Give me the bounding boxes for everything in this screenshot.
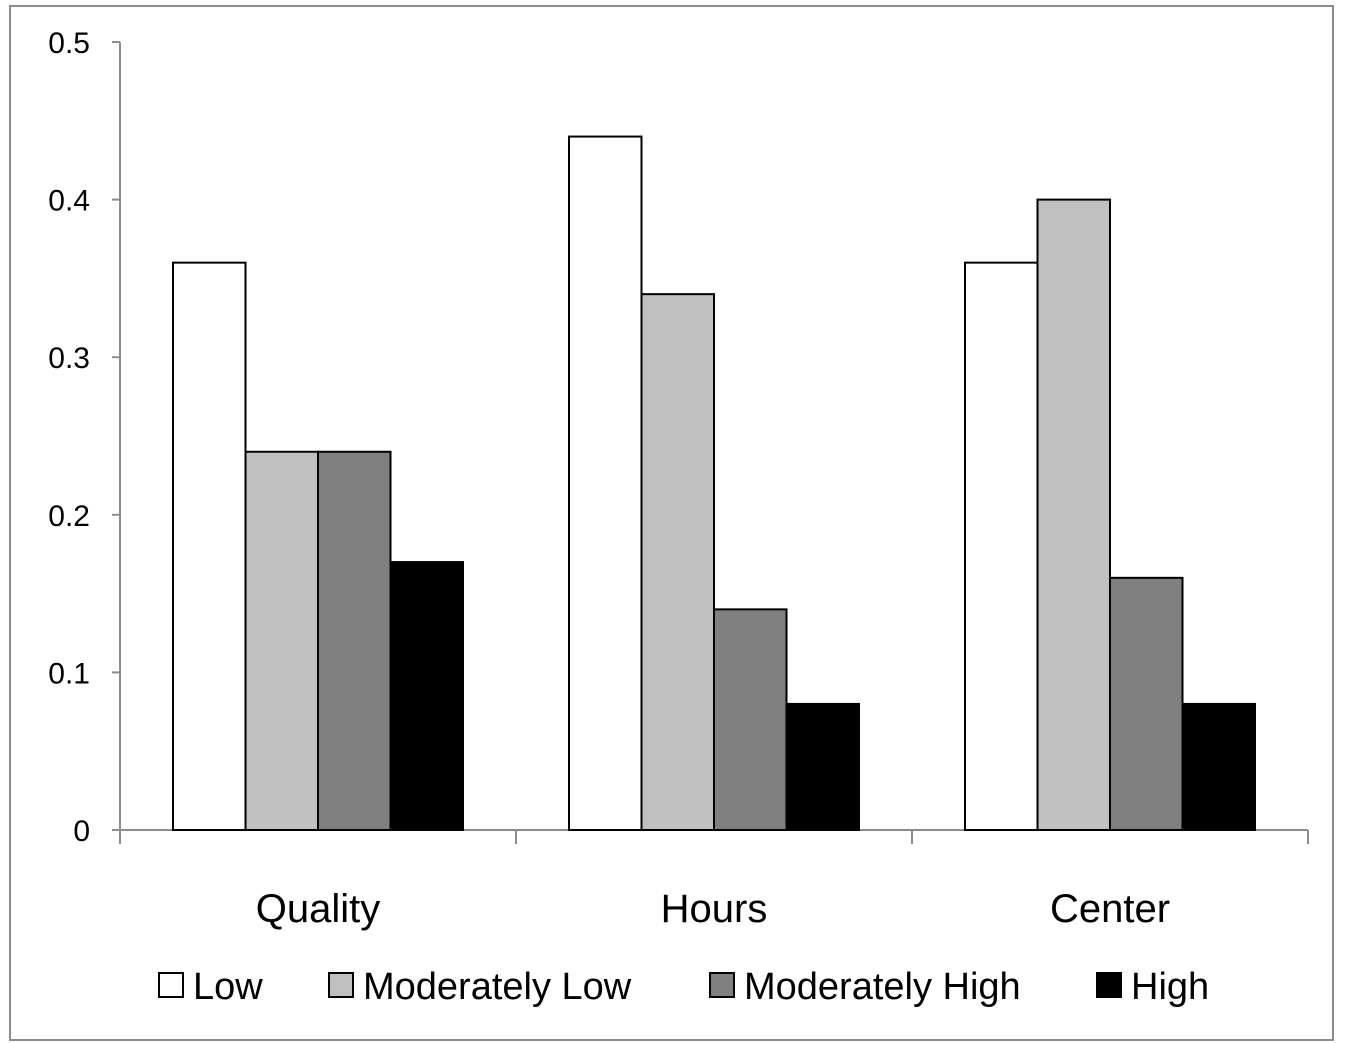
y-tick-label: 0 [73,815,90,848]
bar-hours-low [568,135,643,831]
category-label: Hours [661,887,768,931]
bar-center-moderately-high [1109,576,1184,832]
bar-hours-moderately-high [713,608,788,831]
legend-swatch [1096,972,1122,998]
legend-label: Moderately High [744,966,1021,1008]
legend: Low Moderately Low Moderately High High [158,966,1209,1008]
legend-swatch [158,972,184,998]
legend-label: Moderately Low [363,966,632,1008]
bars [172,135,1256,832]
category-label: Quality [256,887,381,931]
y-tick-label: 0.2 [48,500,90,533]
legend-swatch [709,972,735,998]
bar-center-moderately-low [1036,198,1111,832]
bar-hours-moderately-low [640,293,715,832]
bar-quality-high [389,561,464,832]
y-tick-label: 0.5 [48,27,90,60]
y-tick-labels: 0 0.1 0.2 0.3 0.4 0.5 [48,27,90,848]
bar-quality-moderately-low [244,450,319,831]
y-tick-label: 0.1 [48,657,90,690]
bar-hours-high [785,702,860,831]
category-labels: Quality Hours Center [256,887,1170,931]
bar-quality-low [172,261,247,831]
bar-quality-moderately-high [317,450,392,831]
category-label: Center [1050,887,1170,931]
legend-label: High [1131,966,1209,1008]
bar-center-low [964,261,1039,831]
y-tick-label: 0.3 [48,342,90,375]
legend-swatch [328,972,354,998]
bar-center-high [1181,702,1256,831]
legend-label: Low [193,966,263,1008]
y-tick-label: 0.4 [48,185,90,218]
